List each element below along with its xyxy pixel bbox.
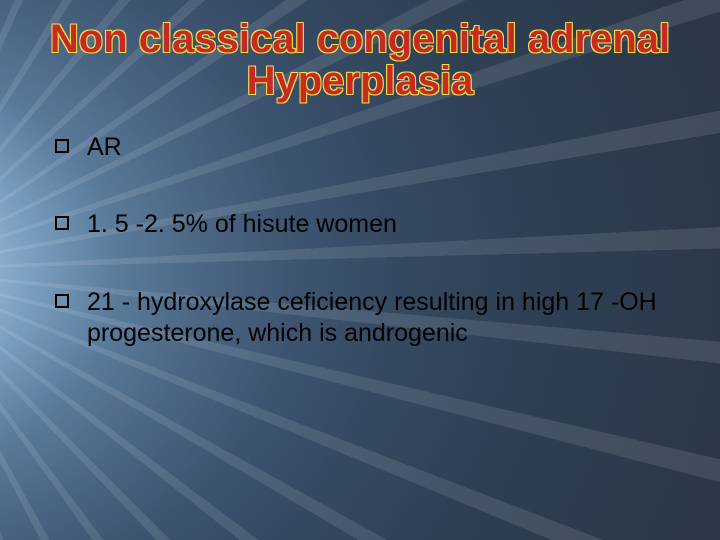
bullet-text: 21 - hydroxylase ceficiency resulting in…: [87, 287, 675, 350]
bullet-text: 1. 5 -2. 5% of hisute women: [87, 209, 397, 240]
bullet-marker-icon: [55, 294, 69, 308]
slide: Non classical congenital adrenal Hyperpl…: [0, 0, 720, 540]
bullet-marker-icon: [55, 139, 69, 153]
slide-title: Non classical congenital adrenal Hyperpl…: [45, 18, 675, 102]
bullet-text: AR: [87, 132, 122, 163]
bullet-marker-icon: [55, 216, 69, 230]
list-item: 1. 5 -2. 5% of hisute women: [55, 209, 675, 240]
list-item: 21 - hydroxylase ceficiency resulting in…: [55, 287, 675, 350]
bullet-list: AR 1. 5 -2. 5% of hisute women 21 - hydr…: [45, 132, 675, 349]
list-item: AR: [55, 132, 675, 163]
